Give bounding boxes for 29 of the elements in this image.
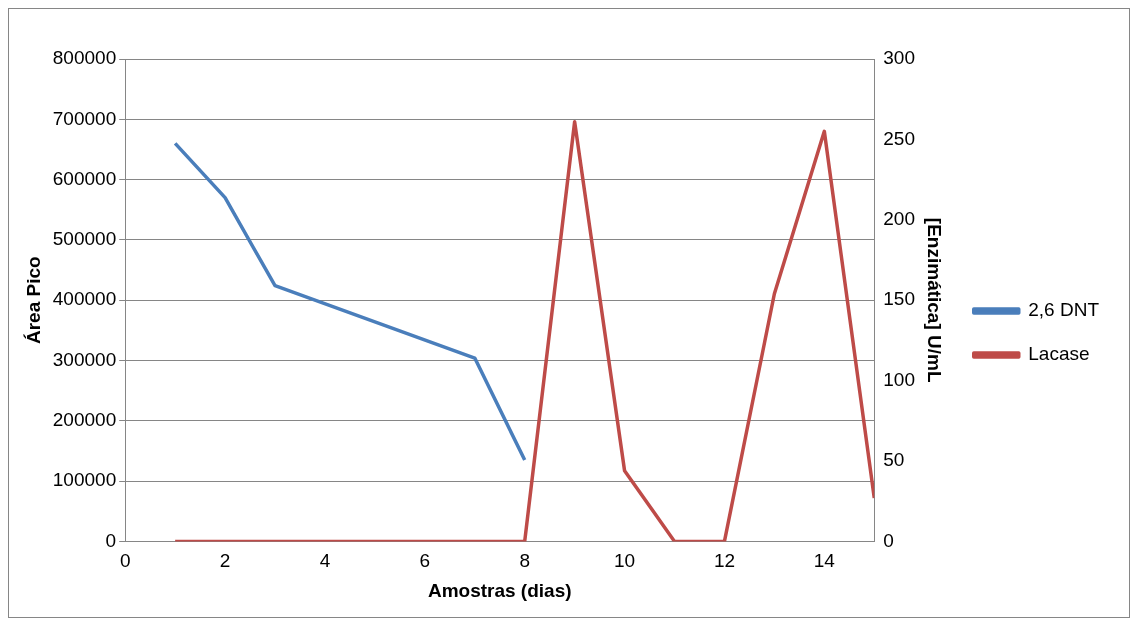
x-tick-label: 8 — [519, 550, 530, 572]
legend-label: Lacase — [1028, 343, 1090, 365]
y-tick-label: 300000 — [52, 348, 117, 370]
x-tick-label: 4 — [319, 550, 331, 572]
legend-label: 2,6 DNT — [1028, 299, 1100, 321]
y2-tick-label: 150 — [883, 288, 915, 310]
y-tick-label: 100000 — [52, 469, 117, 491]
x-tick-label: 14 — [813, 550, 836, 572]
y-axis-title: Área Pico — [22, 256, 44, 345]
y2-tick-label: 200 — [883, 208, 915, 230]
y2-tick-label: 100 — [883, 368, 915, 390]
x-tick-label: 10 — [614, 550, 636, 572]
y-tick-label: 200000 — [52, 409, 117, 431]
x-tick-label: 6 — [419, 550, 431, 572]
y-tick-label: 800000 — [52, 47, 117, 69]
y-tick-label: 700000 — [52, 107, 117, 129]
x-axis-title: Amostras (dias) — [427, 579, 572, 601]
x-tick-label: 2 — [219, 550, 231, 572]
y2-tick-label: 300 — [883, 47, 915, 69]
y-tick-label: 0 — [105, 529, 117, 551]
x-tick-label: 0 — [119, 550, 131, 572]
y2-tick-label: 0 — [883, 529, 894, 551]
y2-tick-label: 250 — [883, 127, 915, 149]
x-tick-label: 12 — [713, 550, 736, 572]
y-tick-label: 500000 — [52, 228, 117, 250]
y2-axis-title: [Enzimática] U/mL — [924, 217, 946, 383]
y2-tick-label: 50 — [883, 449, 905, 471]
y-tick-label: 400000 — [52, 288, 117, 310]
y-tick-label: 600000 — [52, 167, 117, 189]
